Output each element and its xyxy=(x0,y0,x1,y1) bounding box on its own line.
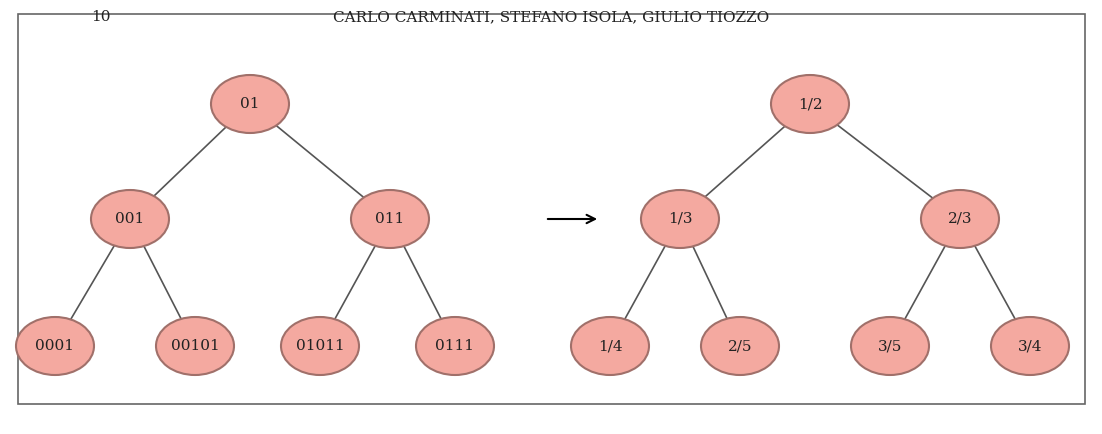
Ellipse shape xyxy=(156,317,234,375)
Ellipse shape xyxy=(921,190,1000,248)
Text: 10: 10 xyxy=(91,10,111,24)
Ellipse shape xyxy=(991,317,1069,375)
Ellipse shape xyxy=(17,317,94,375)
Text: 1/2: 1/2 xyxy=(798,97,822,111)
Text: 0001: 0001 xyxy=(35,339,75,353)
Ellipse shape xyxy=(851,317,929,375)
Text: 2/3: 2/3 xyxy=(948,212,972,226)
Ellipse shape xyxy=(701,317,779,375)
Text: 3/5: 3/5 xyxy=(878,339,903,353)
Text: 011: 011 xyxy=(376,212,404,226)
Text: 2/5: 2/5 xyxy=(727,339,753,353)
Text: 0111: 0111 xyxy=(435,339,475,353)
Text: 1/3: 1/3 xyxy=(668,212,692,226)
Text: 1/4: 1/4 xyxy=(597,339,623,353)
Text: 3/4: 3/4 xyxy=(1018,339,1042,353)
Ellipse shape xyxy=(415,317,494,375)
Ellipse shape xyxy=(352,190,429,248)
Text: 001: 001 xyxy=(116,212,144,226)
Ellipse shape xyxy=(281,317,359,375)
Ellipse shape xyxy=(571,317,649,375)
Ellipse shape xyxy=(641,190,719,248)
Ellipse shape xyxy=(210,75,289,133)
Text: 00101: 00101 xyxy=(171,339,219,353)
Ellipse shape xyxy=(91,190,169,248)
Text: 01: 01 xyxy=(240,97,260,111)
Text: CARLO CARMINATI, STEFANO ISOLA, GIULIO TIOZZO: CARLO CARMINATI, STEFANO ISOLA, GIULIO T… xyxy=(333,10,769,24)
Text: 01011: 01011 xyxy=(295,339,344,353)
Ellipse shape xyxy=(771,75,849,133)
